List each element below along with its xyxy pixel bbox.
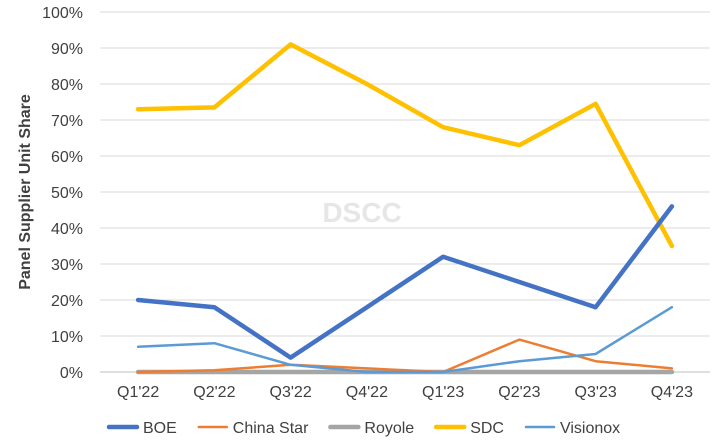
x-tick-label: Q3'23 — [575, 384, 617, 401]
gridlines — [100, 11, 710, 373]
y-tick-label: 90% — [51, 41, 83, 58]
x-tick-label: Q4'22 — [346, 384, 388, 401]
x-tick-label: Q2'22 — [193, 384, 235, 401]
x-tick-label: Q2'23 — [498, 384, 540, 401]
y-tick-label: 50% — [51, 185, 83, 202]
y-tick-label: 70% — [51, 113, 83, 130]
y-tick-label: 80% — [51, 77, 83, 94]
series-lines — [135, 42, 675, 375]
y-tick-label: 10% — [51, 329, 83, 346]
legend-label: Royole — [364, 420, 414, 437]
legend-label: Visionox — [560, 420, 620, 437]
x-tick-label: Q4'23 — [651, 384, 693, 401]
y-tick-label: 20% — [51, 293, 83, 310]
watermark: DSCC — [322, 197, 401, 228]
y-tick-label: 30% — [51, 257, 83, 274]
y-axis-ticks: 0% 10% 20% 30% 40% 50% 60% 70% 80% 90% 100% — [42, 5, 83, 382]
y-tick-label: 100% — [42, 5, 83, 22]
x-tick-label: Q1'22 — [117, 384, 159, 401]
x-tick-label: Q1'23 — [422, 384, 464, 401]
series-line-china-star — [136, 338, 674, 374]
y-axis-label: Panel Supplier Unit Share — [17, 94, 34, 290]
y-tick-label: 60% — [51, 149, 83, 166]
x-axis-ticks: Q1'22 Q2'22 Q3'22 Q4'22 Q1'23 Q2'23 Q3'23 Q4'23 — [117, 384, 693, 401]
legend: BOE China Star Royole SDC Visionox — [106, 420, 620, 437]
legend-label: China Star — [233, 420, 309, 437]
y-tick-label: 40% — [51, 221, 83, 238]
series-line-boe — [135, 204, 675, 360]
legend-label: BOE — [143, 420, 177, 437]
series-line-visionox — [136, 305, 674, 374]
legend-label: SDC — [470, 420, 504, 437]
y-tick-label: 0% — [60, 365, 83, 382]
series-line-sdc — [135, 42, 675, 249]
x-tick-label: Q3'22 — [270, 384, 312, 401]
